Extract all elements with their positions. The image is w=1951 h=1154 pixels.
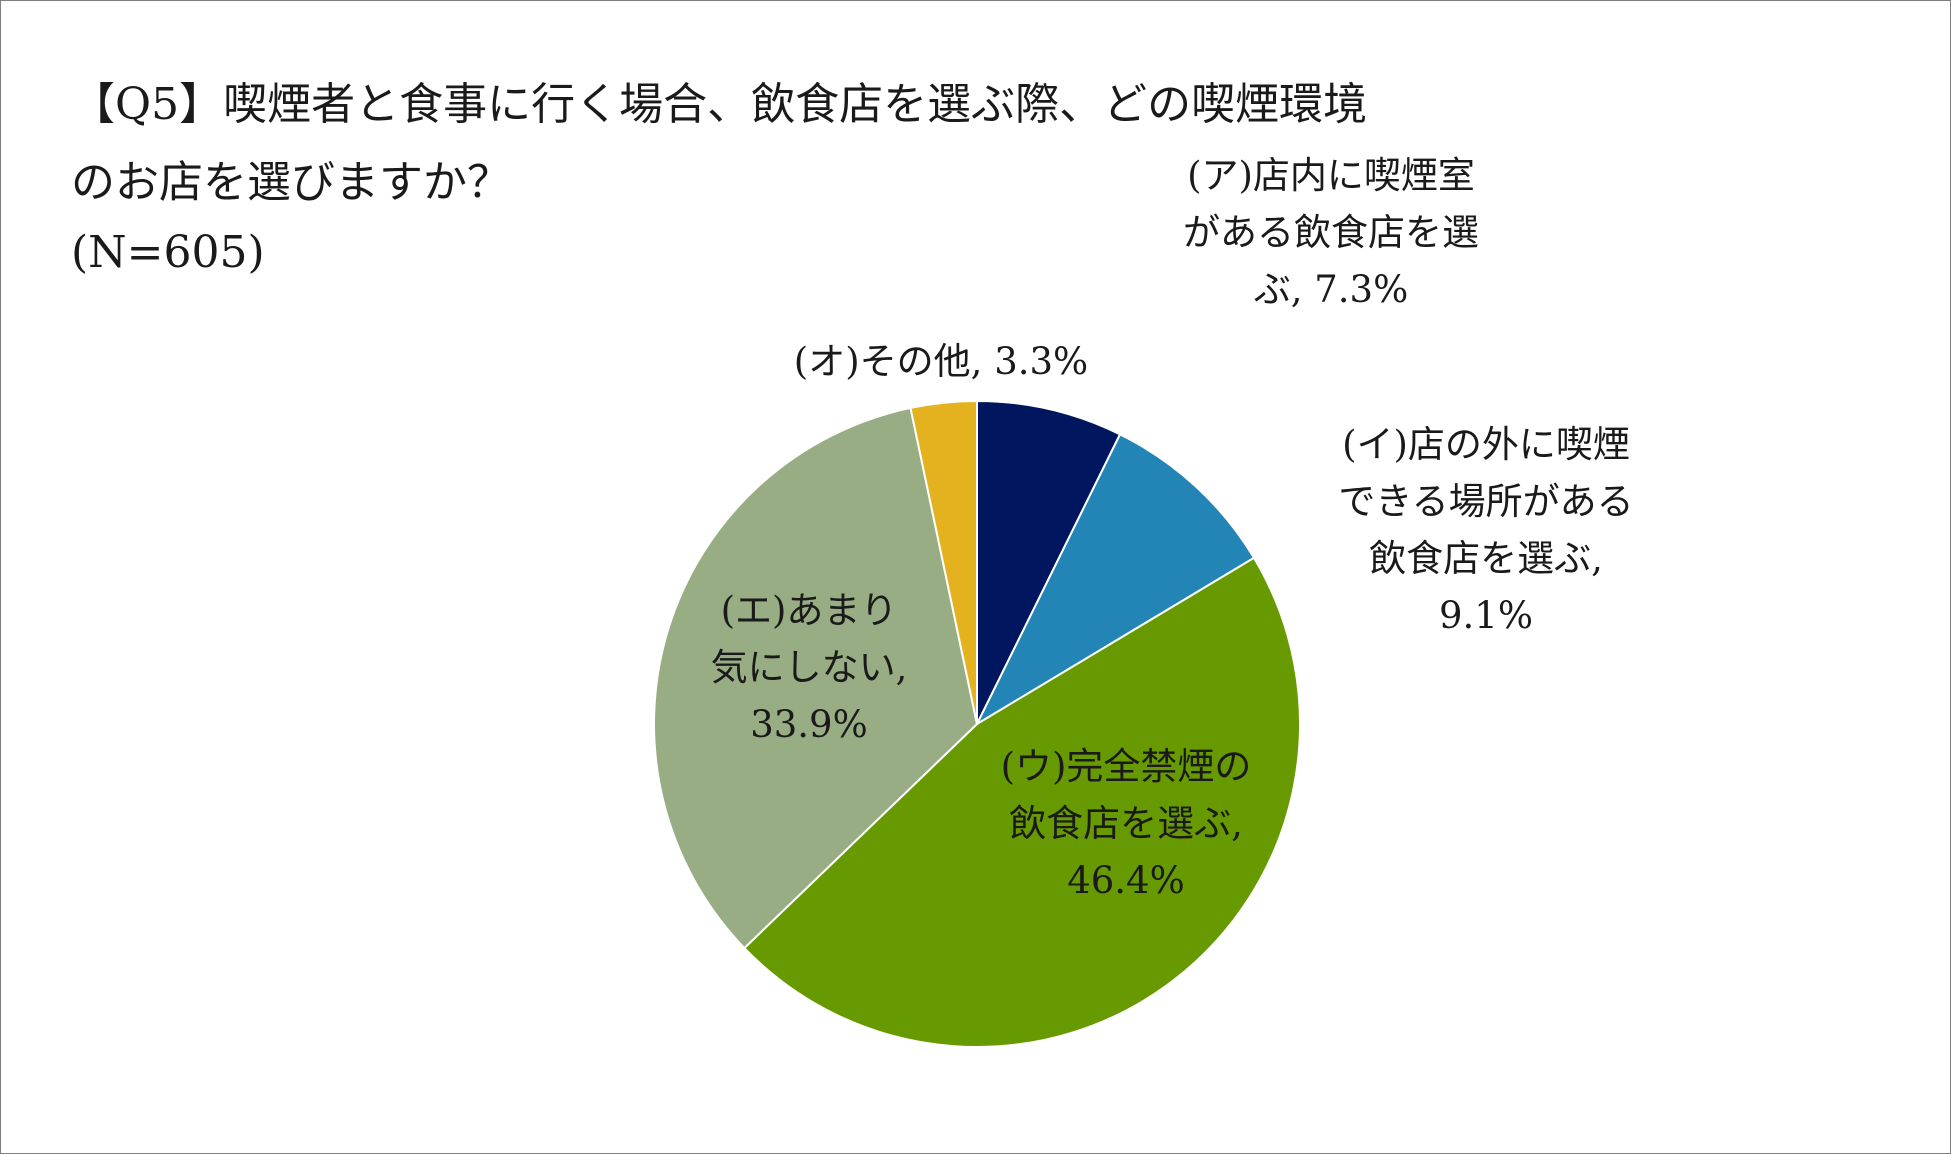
- chart-title-line-2: のお店を選びますか？: [71, 157, 511, 208]
- slice-label-1-line-1: (ア)店内に喫煙室: [1187, 154, 1475, 197]
- chart-title-line-3: (N=605): [71, 227, 265, 278]
- pie-slices: [653, 399, 1301, 1048]
- slice-label-4-line-3: 33.9%: [750, 703, 868, 746]
- slice-label-5: (オ)その他, 3.3%: [794, 340, 1088, 383]
- slice-label-2-line-1: (イ)店の外に喫煙: [1342, 423, 1630, 466]
- slice-label-2-line-2: できる場所がある: [1338, 480, 1633, 523]
- pie-slice-5: [909, 399, 978, 725]
- pie-labels: (ア)店内に喫煙室がある飲食店を選ぶ, 7.3% (イ)店の外に喫煙できる場所があ…: [711, 154, 1634, 902]
- slice-label-1-line-3: ぶ, 7.3%: [1254, 268, 1409, 311]
- pie-slice-4: [653, 406, 979, 950]
- slice-label-1: (ア)店内に喫煙室がある飲食店を選ぶ, 7.3%: [1183, 154, 1479, 311]
- chart-title-line-1: 【Q5】喫煙者と食事に行く場合、飲食店を選ぶ際、どの喫煙環境: [71, 79, 1368, 130]
- slice-label-3-line-3: 46.4%: [1067, 859, 1185, 902]
- slice-label-4-line-1: (エ)あまり: [721, 589, 898, 632]
- slice-label-3-line-1: (ウ)完全禁煙の: [1001, 745, 1252, 788]
- slice-label-1-line-2: がある飲食店を選: [1183, 211, 1479, 254]
- slice-label-2: (イ)店の外に喫煙できる場所がある飲食店を選ぶ, 9.1%: [1338, 423, 1633, 637]
- slice-label-3-line-2: 飲食店を選ぶ,: [1009, 802, 1243, 845]
- pie-slice-2: [974, 433, 1256, 727]
- slice-label-2-line-3: 飲食店を選ぶ,: [1369, 537, 1603, 580]
- pie-slice-3: [742, 556, 1301, 1048]
- slice-label-4: (エ)あまり気にしない, 33.9%: [711, 589, 908, 746]
- slice-label-3: (ウ)完全禁煙の飲食店を選ぶ, 46.4%: [1001, 745, 1252, 902]
- slice-label-2-line-4: 9.1%: [1439, 594, 1533, 637]
- slice-label-4-line-2: 気にしない,: [711, 646, 908, 689]
- slice-label-5-line-1: (オ)その他, 3.3%: [794, 340, 1088, 383]
- pie-slice-1: [976, 399, 1122, 725]
